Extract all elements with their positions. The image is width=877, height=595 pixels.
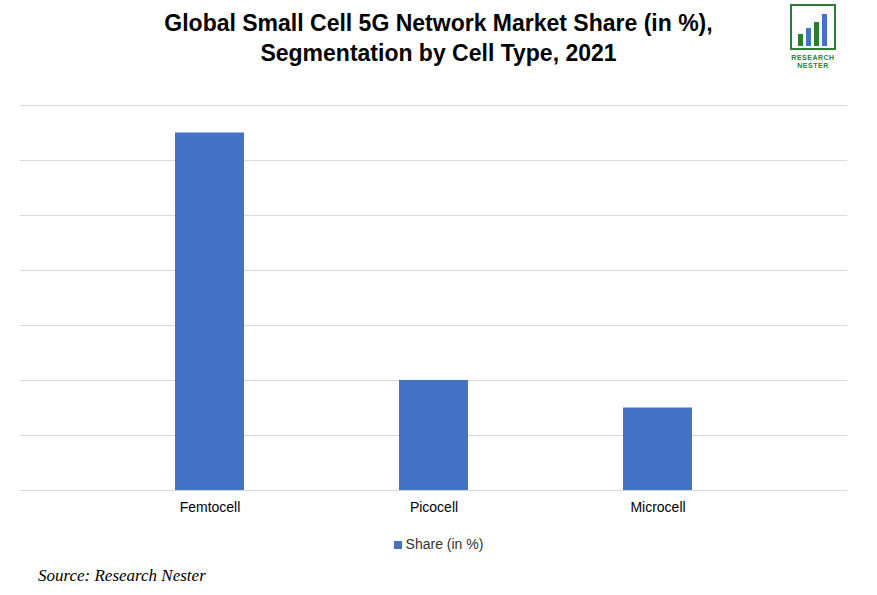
html-text:Segmentation by Cell Type, 202: Segmentation by Cell Type, 2021 xyxy=(260,40,617,66)
html-text:Share (in %): Share (in %) xyxy=(405,536,484,552)
html-text:RESEARCH: RESEARCH xyxy=(791,54,835,61)
html-text:Global Small Cell 5G Network M: Global Small Cell 5G Network Market Shar… xyxy=(164,10,713,36)
svg-text:Femtocell: Femtocell xyxy=(180,499,241,515)
html-text:NESTER: NESTER xyxy=(797,62,829,69)
html-text:Source: Research Nester: Source: Research Nester xyxy=(38,566,206,585)
svg-text:Microcell: Microcell xyxy=(630,499,685,515)
svg-text:Picocell: Picocell xyxy=(410,499,458,515)
